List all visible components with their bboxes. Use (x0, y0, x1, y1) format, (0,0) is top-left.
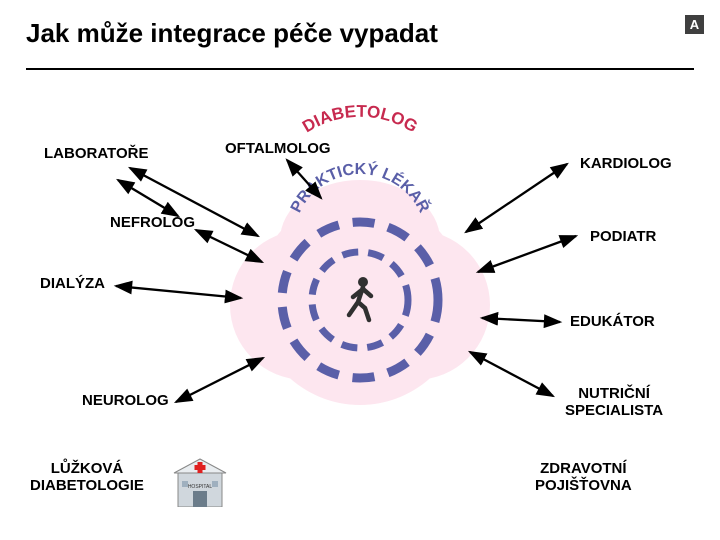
label-podiatr: PODIATR (590, 228, 656, 245)
label-oftalmolog: OFTALMOLOG (225, 140, 331, 157)
curved-text-prakticky: PRAKTICKÝ LÉKAŘ (288, 159, 434, 216)
hospital-icon: HOSPITAL (172, 455, 228, 507)
label-neurolog: NEUROLOG (82, 392, 169, 409)
label-nutricni: NUTRIČNÍ SPECIALISTA (565, 385, 663, 419)
arrows (116, 160, 576, 402)
label-luzkova: LŮŽKOVÁ DIABETOLOGIE (30, 460, 144, 494)
double-arrow (466, 164, 567, 232)
label-edukator: EDUKÁTOR (570, 313, 655, 330)
double-arrow (470, 352, 553, 396)
double-arrow (196, 230, 262, 262)
hospital-label: HOSPITAL (188, 484, 213, 490)
label-nefrolog: NEFROLOG (110, 214, 195, 231)
double-arrow (176, 358, 263, 402)
label-pojistovna: ZDRAVOTNÍ POJIŠŤOVNA (535, 460, 632, 494)
label-laboratore: LABORATOŘE (44, 145, 148, 162)
curved-text-diabetolog: DIABETOLOG (299, 102, 421, 137)
hub-svg: DIABETOLOG PRAKTICKÝ LÉKAŘ (0, 0, 720, 540)
double-arrow (478, 236, 576, 272)
double-arrow (116, 286, 241, 298)
double-arrow (118, 180, 178, 216)
slide: Jak může integrace péče vypadat A DIABET… (0, 0, 720, 540)
double-arrow (482, 318, 560, 322)
label-kardiolog: KARDIOLOG (580, 155, 672, 172)
label-dialyza: DIALÝZA (40, 275, 105, 292)
walker-icon (349, 277, 371, 320)
